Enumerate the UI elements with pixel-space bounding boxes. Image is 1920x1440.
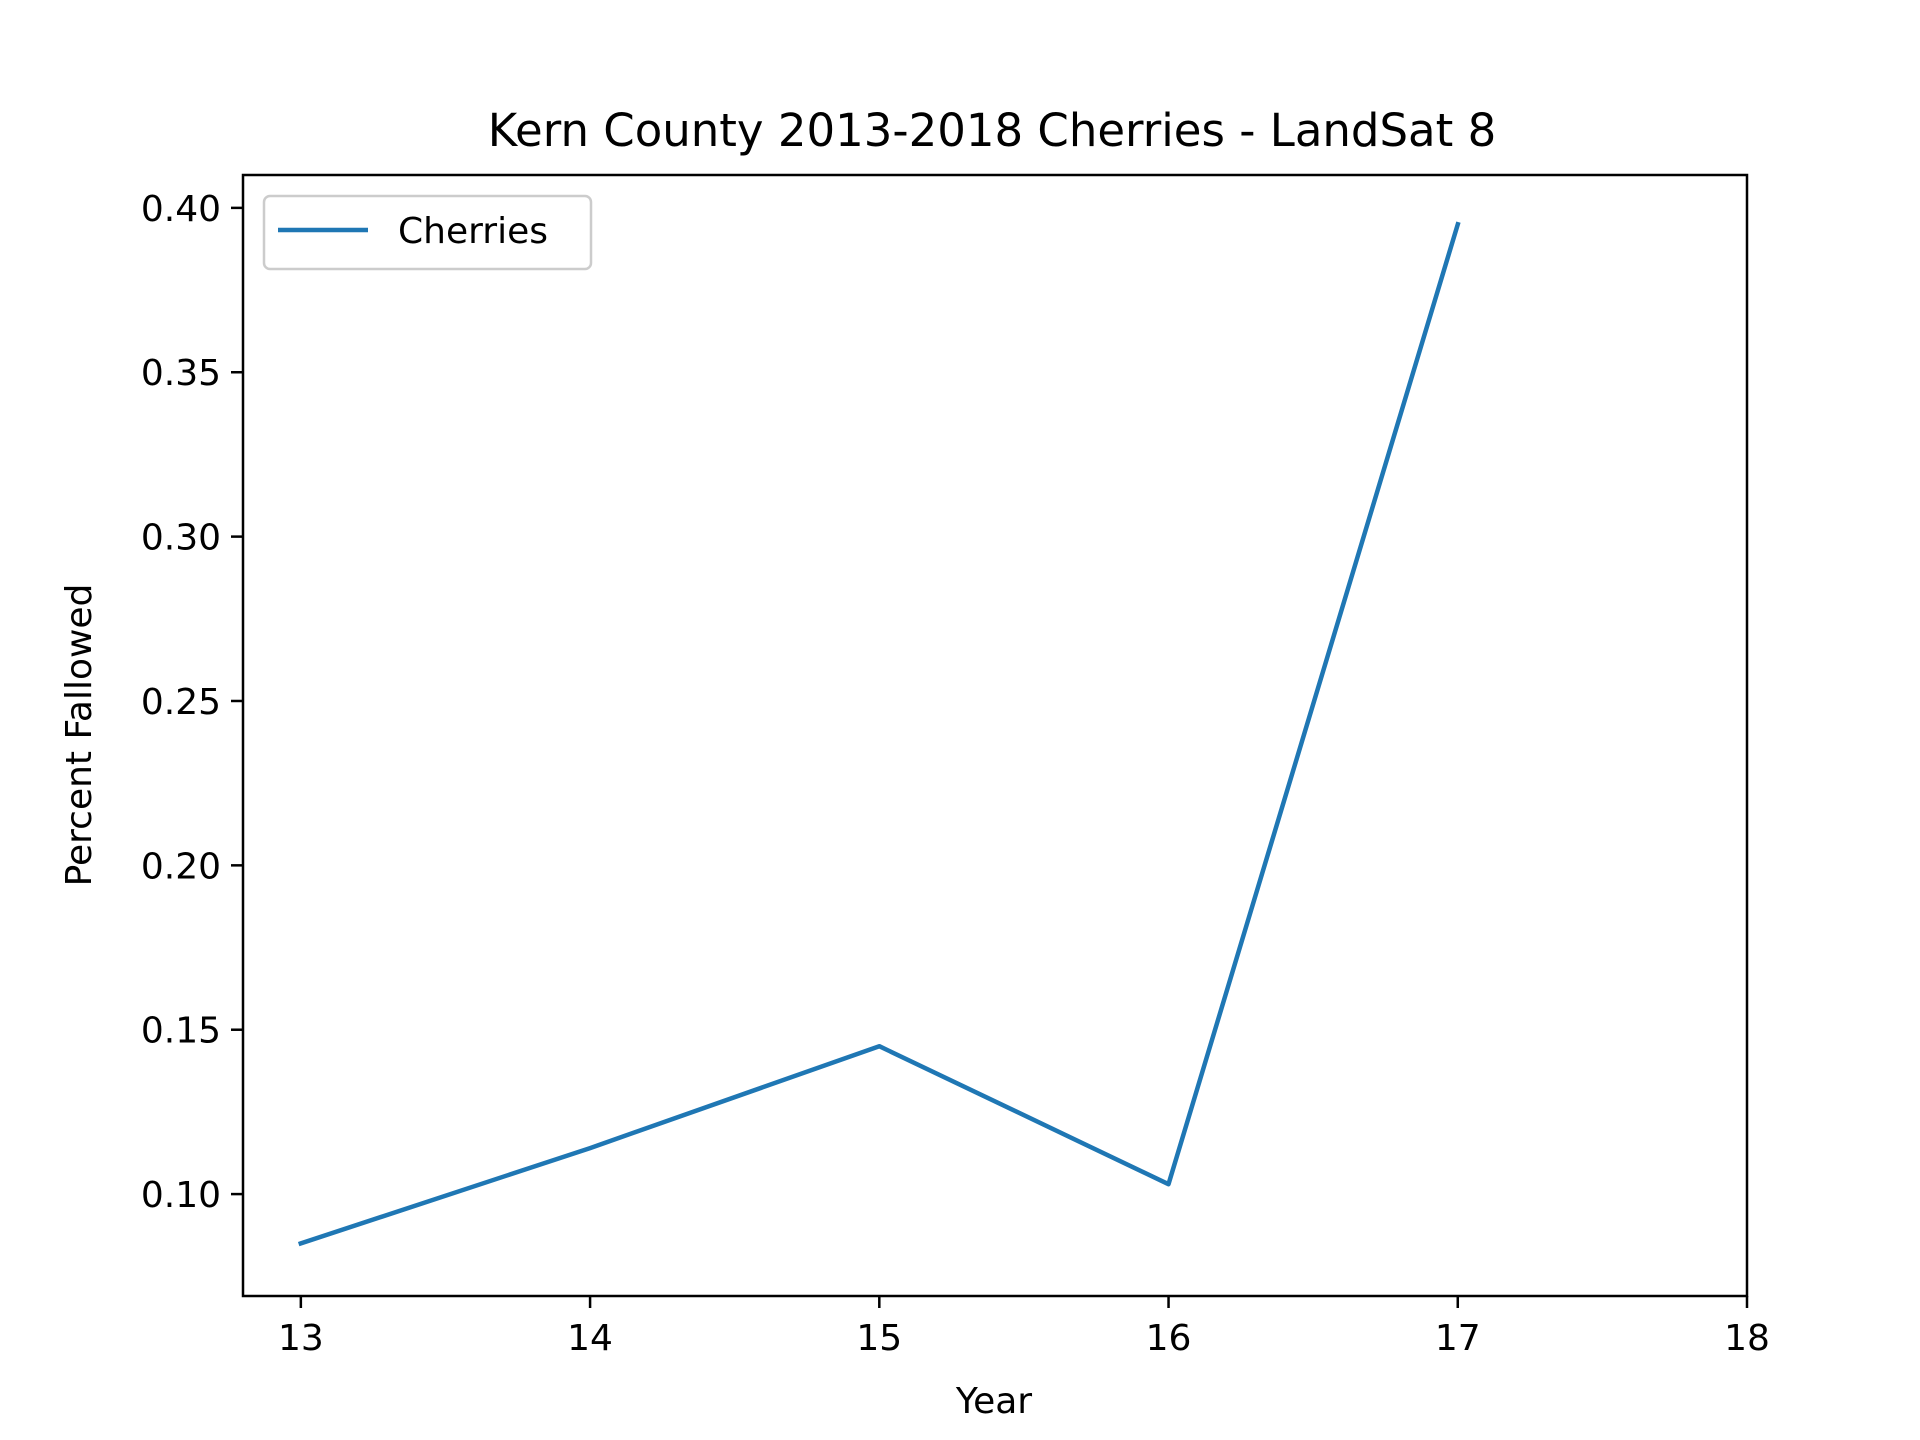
x-axis-label: Year [955, 1381, 1032, 1422]
x-tick-label: 17 [1435, 1318, 1481, 1359]
x-tick-label: 15 [856, 1318, 902, 1359]
chart-title: Kern County 2013-2018 Cherries - LandSat… [488, 104, 1496, 157]
y-tick-label: 0.15 [141, 1011, 221, 1052]
x-axis: 13 14 15 16 17 18 [278, 1296, 1770, 1359]
legend-box [262, 194, 593, 271]
x-tick-label: 13 [278, 1318, 324, 1359]
y-tick-label: 0.25 [141, 682, 221, 723]
axes-frame [241, 173, 1749, 1298]
y-tick-label: 0.10 [141, 1175, 221, 1216]
y-axis: 0.10 0.15 0.20 0.25 0.30 0.35 0.40 [141, 189, 243, 1216]
y-tick-label: 0.20 [141, 846, 221, 887]
plot-area [297, 221, 1461, 1247]
y-axis-label: Percent Fallowed [59, 584, 100, 887]
y-tick-label: 0.40 [141, 189, 221, 230]
legend: Cherries [262, 194, 593, 271]
y-tick-label: 0.35 [141, 353, 221, 394]
legend-label-cherries: Cherries [398, 211, 548, 252]
x-tick-label: 16 [1146, 1318, 1192, 1359]
y-tick-label: 0.30 [141, 518, 221, 559]
x-tick-label: 14 [567, 1318, 613, 1359]
series-line-cherries [297, 221, 1461, 1247]
x-tick-label: 18 [1724, 1318, 1770, 1359]
